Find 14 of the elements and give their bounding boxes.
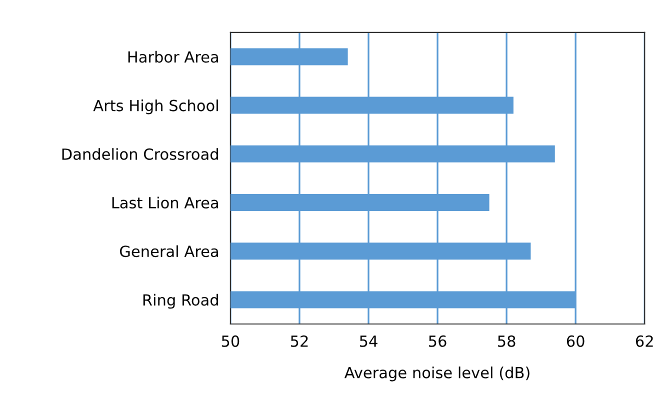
x-tick-label: 50: [222, 335, 240, 347]
x-tick-label: 56: [429, 335, 446, 347]
x-axis-title: Average noise level (dB): [344, 366, 530, 382]
x-tick-label: 54: [360, 336, 378, 347]
x-tick-label: 62: [636, 335, 653, 347]
x-tick-label: 60: [566, 335, 584, 347]
y-tick-label: Dandelion Crossroad: [62, 148, 218, 160]
y-tick-label: Harbor Area: [128, 50, 218, 63]
x-tick-label: 58: [498, 335, 516, 347]
x-tick-label: 52: [290, 335, 308, 347]
y-tick-label: General Area: [120, 245, 218, 258]
y-tick-label: Last Lion Area: [112, 196, 218, 209]
y-tick-label: Arts High School: [93, 99, 218, 114]
y-tick-label: Ring Road: [143, 294, 218, 309]
